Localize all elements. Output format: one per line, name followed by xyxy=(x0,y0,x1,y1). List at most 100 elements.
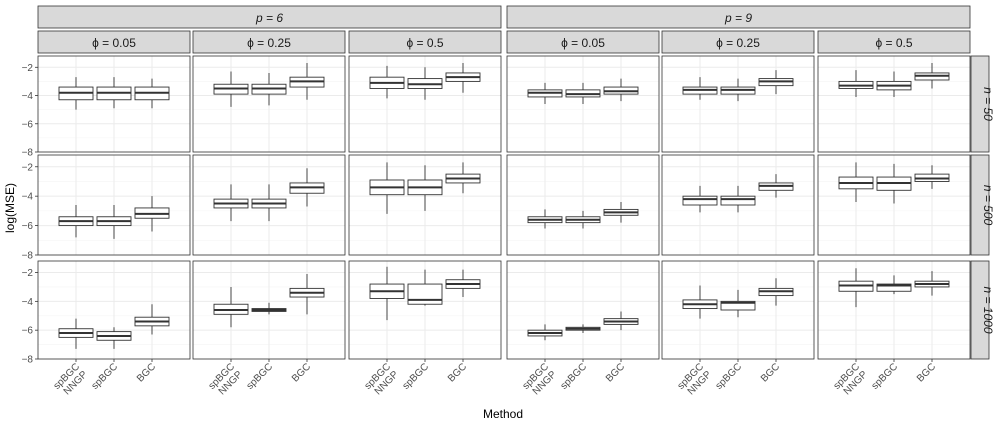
panel-n500-p9-1 xyxy=(661,154,815,256)
y-tick-label: −2 xyxy=(22,63,34,74)
y-tick-label: −2 xyxy=(22,268,34,279)
box-1 xyxy=(251,302,287,315)
box-0 xyxy=(682,285,718,319)
box-1 xyxy=(96,205,132,239)
p-strip-label: p = 9 xyxy=(724,11,752,25)
x-tick-label-line: BGC xyxy=(604,361,627,384)
box-2 xyxy=(603,311,639,331)
panel-n50-p6-1 xyxy=(192,55,346,153)
x-tick-label: spBGC xyxy=(401,361,432,392)
box-0 xyxy=(527,209,563,229)
panel-border xyxy=(817,55,971,153)
box-1 xyxy=(565,324,601,334)
phi-strip-label: ϕ = 0.25 xyxy=(716,36,760,50)
box-1 xyxy=(876,163,912,204)
y-tick-label: −2 xyxy=(22,162,34,173)
x-tick-label: spBGCNNGP xyxy=(832,361,871,400)
panel-border xyxy=(661,55,815,153)
box-2 xyxy=(914,63,950,89)
panel-border xyxy=(37,55,191,153)
box-iqr xyxy=(876,283,912,292)
box-0 xyxy=(369,162,405,214)
x-tick-label: BGC xyxy=(135,361,158,384)
n-strip-label: n = 500 xyxy=(981,185,995,226)
box-0 xyxy=(213,286,249,328)
y-tick-label: −8 xyxy=(22,251,34,262)
panel-n50-p6-2 xyxy=(348,55,502,153)
panel-n1000-p6-0 xyxy=(37,260,191,360)
box-0 xyxy=(213,184,249,222)
x-tick-label: spBGCNNGP xyxy=(207,361,246,400)
box-iqr xyxy=(407,283,443,305)
panel-n500-p6-0 xyxy=(37,154,191,256)
box-2 xyxy=(445,162,481,194)
x-tick-label-line: spBGC xyxy=(401,361,432,392)
panel-border xyxy=(37,154,191,256)
x-tick-label: spBGCNNGP xyxy=(676,361,715,400)
y-tick-label: −6 xyxy=(22,326,34,337)
p-strip-label: p = 6 xyxy=(255,11,283,25)
n-strip-n500 xyxy=(970,154,990,256)
box-2 xyxy=(603,202,639,223)
phi-strip xyxy=(348,30,502,54)
box-2 xyxy=(914,271,950,296)
x-tick-label: spBGC xyxy=(559,361,590,392)
box-1 xyxy=(251,72,287,106)
y-tick-label: −8 xyxy=(22,355,34,366)
box-1 xyxy=(407,269,443,306)
panel-n50-p6-0 xyxy=(37,55,191,153)
panel-n500-p6-2 xyxy=(348,154,502,256)
y-axes: −8 −6 −4 −2 −8 −6 −4 −2 −8 −6 −4 −2 xyxy=(22,63,38,366)
x-tick-label: BGC xyxy=(915,361,938,384)
box-2 xyxy=(289,63,325,100)
phi-strip xyxy=(192,30,346,54)
box-1 xyxy=(407,165,443,211)
box-0 xyxy=(838,70,874,97)
box-2 xyxy=(603,78,639,102)
panel-n1000-p6-1 xyxy=(192,260,346,360)
box-2 xyxy=(914,165,950,189)
panel-n500-p6-1 xyxy=(192,154,346,256)
n-strip-label: n = 50 xyxy=(981,87,995,121)
x-tick-label-line: spBGC xyxy=(90,361,121,392)
x-tick-label: BGC xyxy=(446,361,469,384)
box-2 xyxy=(134,78,170,109)
box-2 xyxy=(134,196,170,232)
x-tick-label-line: BGC xyxy=(290,361,313,384)
box-1 xyxy=(251,184,287,222)
phi-strip xyxy=(661,30,815,54)
plot-panels xyxy=(37,55,971,360)
box-2 xyxy=(758,70,794,95)
panel-n1000-p9-1 xyxy=(661,260,815,360)
panel-border xyxy=(506,55,660,153)
x-tick-label: spBGC xyxy=(245,361,276,392)
box-2 xyxy=(758,174,794,198)
p-strip-p9 xyxy=(506,5,971,29)
box-1 xyxy=(96,77,132,109)
box-0 xyxy=(58,318,94,349)
x-tick-label: spBGCNNGP xyxy=(363,361,402,400)
x-tick-label-line: BGC xyxy=(135,361,158,384)
panel-n50-p9-2 xyxy=(817,55,971,153)
x-axes: spBGCNNGP spBGC BGC spBGCNNGP spBGC BGC spBGCN… xyxy=(52,359,938,400)
y-tick-label: −8 xyxy=(22,148,34,159)
phi-strip-label: ϕ = 0.05 xyxy=(92,36,136,50)
n-strip-n50 xyxy=(970,55,990,153)
panel-border xyxy=(348,154,502,256)
n-facet-strips: n = 50 n = 500 n = 1000 xyxy=(970,55,995,360)
box-1 xyxy=(720,289,756,318)
panel-border xyxy=(192,55,346,153)
y-tick-label: −6 xyxy=(22,221,34,232)
box-2 xyxy=(758,278,794,306)
panel-n1000-p9-0 xyxy=(506,260,660,360)
box-1 xyxy=(565,82,601,104)
p-strip-p6 xyxy=(37,5,502,29)
phi-strip-label: ϕ = 0.5 xyxy=(406,36,443,50)
box-1 xyxy=(565,210,601,229)
n-strip-label: n = 1000 xyxy=(981,286,995,333)
box-0 xyxy=(527,82,563,104)
panel-border xyxy=(192,154,346,256)
box-0 xyxy=(58,205,94,238)
panel-border xyxy=(661,154,815,256)
x-tick-label: BGC xyxy=(604,361,627,384)
